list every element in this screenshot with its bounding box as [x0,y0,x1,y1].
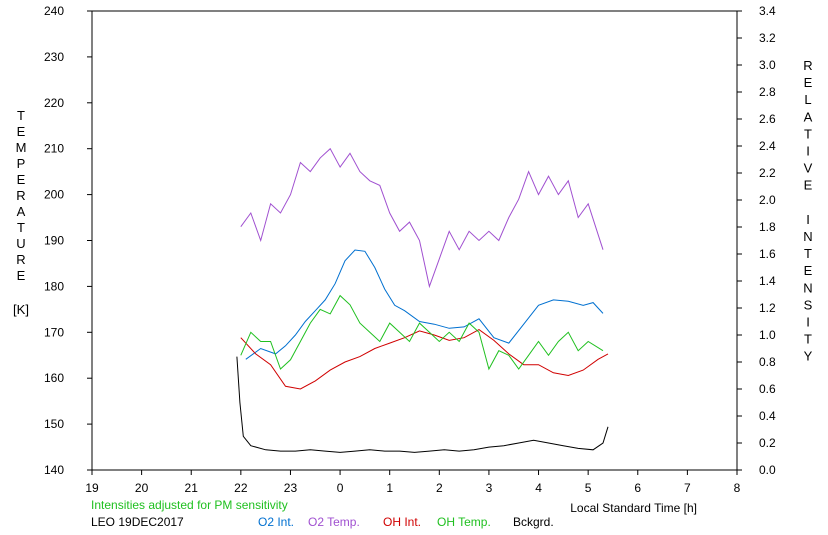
legend-entry: OH Temp. [437,515,491,529]
y-right-tick-label: 0.4 [759,409,776,423]
y-right-label-letter: E [804,263,813,278]
y-right-label-letter: T [804,332,812,347]
y-left-tick-label: 160 [44,371,64,385]
y-left-label-letter: E [17,172,26,187]
y-left-tick-label: 190 [44,234,64,248]
series-line-o2-temp [240,147,604,289]
y-left-label-letter: E [17,268,26,283]
y-right-tick-label: 1.4 [759,274,776,288]
series-line-o2-int [245,249,604,360]
y-left-label-letter: P [17,156,26,171]
y-right-label-letter: N [803,229,812,244]
x-tick-label: 6 [634,481,641,495]
y-left-label-letter: E [17,124,26,139]
y-right-tick-label: 0.0 [759,463,776,477]
x-tick-label: 8 [734,481,741,495]
y-right-label-letter: T [804,126,812,141]
y-left-tick-label: 210 [44,142,64,156]
x-tick-label: 21 [185,481,199,495]
legend-entry: OH Int. [383,515,421,529]
x-tick-label: 23 [284,481,298,495]
y-right-label-letter: T [804,246,812,261]
x-tick-label: 1 [386,481,393,495]
x-tick-label: 7 [684,481,691,495]
plot-frame [91,10,738,471]
series-line-oh-temp [240,294,604,371]
sensitivity-note: Intensities adjusted for PM sensitivity [91,498,288,512]
y-right-tick-label: 2.8 [759,85,776,99]
y-right-label-letter: A [804,109,813,124]
y-right-label-letter: E [804,178,813,193]
y-left-label-letter: R [16,252,25,267]
station-date: LEO 19DEC2017 [91,515,184,529]
y-right-tick-label: 1.6 [759,247,776,261]
y-left-tick-label: 140 [44,463,64,477]
y-right-tick-label: 0.2 [759,436,776,450]
y-right-label-letter: I [806,144,810,159]
y-left-label-letter: T [17,220,25,235]
y-left-label-letter: R [16,188,25,203]
y-left-tick-label: 220 [44,96,64,110]
legend-entry: O2 Temp. [308,515,360,529]
x-axis-label: Local Standard Time [h] [570,501,697,515]
y-left-tick-label: 180 [44,279,64,293]
y-right-label-letter: S [804,297,813,312]
x-tick-label: 22 [234,481,248,495]
y-right-label-letter: V [804,161,813,176]
y-right-tick-label: 2.4 [759,139,776,153]
x-tick-label: 5 [585,481,592,495]
y-left-label-letter: T [17,108,25,123]
y-left-tick-label: 200 [44,188,64,202]
series-lines [236,147,609,453]
y-right-tick-label: 1.0 [759,328,776,342]
y-axis-right: 0.0 0.2 0.4 0.6 0.8 1.0 1.2 1.4 1.6 1.8 2.0 2.2 2.4 2… [737,4,776,477]
y-right-label-letter: E [804,75,813,90]
y-left-tick-label: 170 [44,325,64,339]
y-right-label-letter: N [803,280,812,295]
y-right-label-letter: L [804,92,811,107]
y-axis-left: 140 150 160 170 180 190 200 210 220 230 240 [44,4,92,477]
y-left-tick-label: 230 [44,50,64,64]
y-left-label-letter: U [16,236,25,251]
y-right-tick-label: 0.6 [759,382,776,396]
y-right-tick-label: 1.8 [759,220,776,234]
y-left-label-letter: A [17,204,26,219]
series-line-oh-int [240,329,609,390]
x-axis: 19 20 21 22 23 0 1 2 3 4 5 6 7 8 [85,470,741,495]
y-right-label-letter: I [806,212,810,227]
x-tick-label: 19 [85,481,99,495]
y-right-tick-label: 3.2 [759,31,776,45]
x-tick-label: 3 [486,481,493,495]
y-right-label-letter: Y [804,349,813,364]
y-right-tick-label: 0.8 [759,355,776,369]
y-right-tick-label: 3.4 [759,4,776,18]
y-right-tick-label: 2.6 [759,112,776,126]
y-left-tick-label: 150 [44,417,64,431]
y-right-tick-label: 1.2 [759,301,776,315]
y-left-unit: [K] [13,302,29,317]
legend: O2 Int. O2 Temp. OH Int. OH Temp. Bckgrd. [258,515,554,529]
y-left-tick-label: 240 [44,4,64,18]
y-right-tick-label: 3.0 [759,58,776,72]
y-left-label-letter: M [16,140,27,155]
y-right-label-letter: R [803,58,812,73]
y-right-label-letter: I [806,315,810,330]
series-line-bckgrd [236,356,609,453]
y-right-tick-label: 2.2 [759,166,776,180]
y-right-tick-label: 2.0 [759,193,776,207]
x-tick-label: 20 [135,481,149,495]
x-tick-label: 4 [535,481,542,495]
legend-entry: O2 Int. [258,515,294,529]
x-tick-label: 0 [337,481,344,495]
x-tick-label: 2 [436,481,443,495]
legend-entry: Bckgrd. [513,515,554,529]
